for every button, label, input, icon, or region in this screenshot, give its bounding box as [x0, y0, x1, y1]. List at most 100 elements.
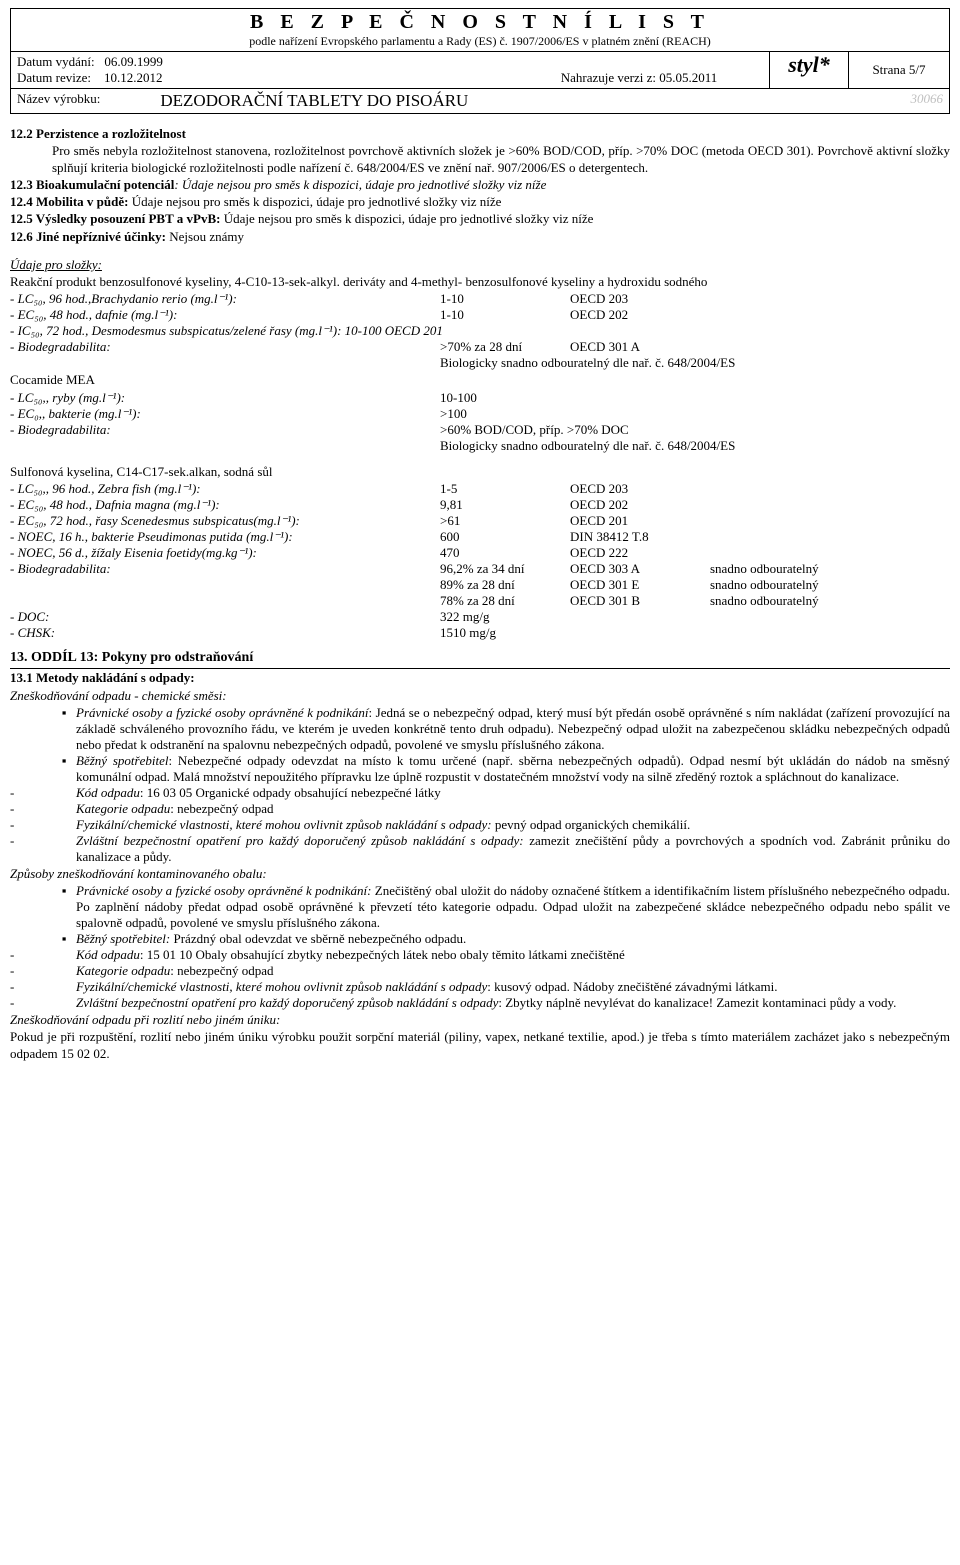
d2-lead: Kategorie odpadu	[76, 801, 170, 816]
spill-title: Zneškodňování odpadu při rozlití nebo ji…	[10, 1012, 950, 1028]
table-row: - IC₅₀, 72 hod., Desmodesmus subspicatus…	[10, 323, 950, 339]
sub1-r1-label: - EC₅₀, 48 hod., dafnie (mg.l⁻¹):	[10, 307, 440, 323]
document-header: B E Z P E Č N O S T N Í L I S T podle na…	[10, 8, 950, 114]
sub3-r1-v2: OECD 202	[570, 497, 710, 513]
s12-4-rest: Údaje nejsou pro směs k dispozici, údaje…	[128, 194, 501, 209]
s12-5-rest: Údaje nejsou pro směs k dispozici, údaje…	[220, 211, 593, 226]
pd1-rest: : 15 01 10 Obaly obsahující zbytky nebez…	[140, 947, 625, 962]
list-item: -Zvláštní bezpečnostní opatření pro každ…	[10, 995, 950, 1011]
sub3-r4-label: - NOEC, 56 d., žížaly Eisenia foetidy(mg…	[10, 545, 440, 561]
pb1-lead: Právnické osoby a fyzické osoby oprávněn…	[76, 883, 371, 898]
table-row: - DOC:322 mg/g	[10, 609, 950, 625]
product-label: Název výrobku:	[17, 91, 100, 111]
sub3-r1-v1: 9,81	[440, 497, 570, 513]
pd3-lead: Fyzikální/chemické vlastnosti, které moh…	[76, 979, 487, 994]
pd2-rest: : nebezpečný odpad	[170, 963, 273, 978]
spill-body: Pokud je při rozpuštění, rozlití nebo ji…	[10, 1029, 950, 1062]
sub2-biodeg-label: - Biodegradabilita:	[10, 422, 440, 438]
sub3-bd2-v3: snadno odbouratelný	[710, 593, 950, 609]
table-row: - LC₅₀, 96 hod.,Brachydanio rerio (mg.l⁻…	[10, 291, 950, 307]
list-item: ▪ Právnické osoby a fyzické osoby oprávn…	[10, 705, 950, 753]
sub3-doc-v: 322 mg/g	[440, 609, 489, 625]
doc-title: B E Z P E Č N O S T N Í L I S T	[15, 11, 945, 34]
d1-rest: : 16 03 05 Organické odpady obsahující n…	[140, 785, 441, 800]
b2-rest: : Nebezpečné odpady odevzdat na místo k …	[76, 753, 950, 784]
list-item: -Kategorie odpadu: nebezpečný odpad	[10, 801, 950, 817]
sub3-r2-v1: >61	[440, 513, 570, 529]
list-item: ▪ Běžný spotřebitel: Prázdný obal odevzd…	[10, 931, 950, 947]
sub2-r0-label: - LC₅₀,, ryby (mg.l⁻¹):	[10, 390, 440, 406]
bullet-icon: ▪	[52, 753, 76, 785]
table-row: - EC₅₀, 48 hod., dafnie (mg.l⁻¹):1-10OEC…	[10, 307, 950, 323]
table-row: 78% za 28 dníOECD 301 Bsnadno odbouratel…	[10, 593, 950, 609]
rev-date: 10.12.2012	[104, 70, 163, 85]
s12-6-rest: Nejsou známy	[166, 229, 244, 244]
header-meta-row: Datum vydání: 06.09.1999 Datum revize: 1…	[11, 52, 949, 89]
product-code: 30066	[911, 91, 944, 111]
d4-lead: Zvláštní bezpečnostní opatření pro každý…	[76, 833, 524, 848]
sub1-r0-v1: 1-10	[440, 291, 570, 307]
table-row: - Biodegradabilita:>70% za 28 dníOECD 30…	[10, 339, 950, 355]
product-name: DEZODORAČNÍ TABLETY DO PISOÁRU	[160, 91, 468, 111]
sub3-bd0-v1: 96,2% za 34 dní	[440, 561, 570, 577]
s13-title: 13. ODDÍL 13: Pokyny pro odstraňování	[10, 649, 950, 670]
pd3-rest: : kusový odpad. Nádoby znečištěné závadn…	[487, 979, 777, 994]
pb2-rest: Prázdný obal odevzdat ve sběrně nebezpeč…	[170, 931, 466, 946]
sub3-r3-label: - NOEC, 16 h., bakterie Pseudimonas puti…	[10, 529, 440, 545]
table-row: - NOEC, 16 h., bakterie Pseudimonas puti…	[10, 529, 950, 545]
s12-4-title: 12.4 Mobilita v půdě:	[10, 194, 128, 209]
header-title-row: B E Z P E Č N O S T N Í L I S T podle na…	[11, 9, 949, 52]
sub3-biodeg-label: - Biodegradabilita:	[10, 561, 440, 577]
bullet-icon: ▪	[52, 883, 76, 931]
sub3-r2-label: - EC₅₀, 72 hod., řasy Scenedesmus subspi…	[10, 513, 440, 529]
d3-lead: Fyzikální/chemické vlastnosti, které moh…	[76, 817, 492, 832]
sub1-biodeg-line2: Biologicky snadno odbouratelný dle nař. …	[440, 355, 735, 371]
sub2-r0-v1: 10-100	[440, 390, 477, 406]
b1-lead: Právnické osoby a fyzické osoby oprávněn…	[76, 705, 369, 720]
s12-3-title: 12.3 Bioakumulační potenciál	[10, 177, 174, 192]
doc-subtitle: podle nařízení Evropského parlamentu a R…	[15, 34, 945, 49]
sub3-r3-v1: 600	[440, 529, 570, 545]
d1-lead: Kód odpadu	[76, 785, 140, 800]
sub3-bd1-v3: snadno odbouratelný	[710, 577, 950, 593]
bullet-icon: ▪	[52, 931, 76, 947]
table-row: - EC₅₀, 48 hod., Dafnia magna (mg.l⁻¹):9…	[10, 497, 950, 513]
list-item: -Kód odpadu: 15 01 10 Obaly obsahující z…	[10, 947, 950, 963]
list-item: -Zvláštní bezpečnostní opatření pro každ…	[10, 833, 950, 865]
b2-lead: Běžný spotřebitel	[76, 753, 168, 768]
sub3-doc-label: - DOC:	[10, 609, 440, 625]
sub3-r4-v1: 470	[440, 545, 570, 561]
page-number: Strana 5/7	[849, 52, 949, 88]
list-item: -Kód odpadu: 16 03 05 Organické odpady o…	[10, 785, 950, 801]
s12-3-rest: : Údaje nejsou pro směs k dispozici, úda…	[174, 177, 546, 192]
table-row: - NOEC, 56 d., žížaly Eisenia foetidy(mg…	[10, 545, 950, 561]
sub3-r1-label: - EC₅₀, 48 hod., Dafnia magna (mg.l⁻¹):	[10, 497, 440, 513]
table-row: Biologicky snadno odbouratelný dle nař. …	[10, 438, 950, 454]
s12-2-body: Pro směs nebyla rozložitelnost stanovena…	[10, 143, 950, 176]
product-row: Název výrobku: DEZODORAČNÍ TABLETY DO PI…	[11, 89, 949, 113]
list-item: ▪ Právnické osoby a fyzické osoby oprávn…	[10, 883, 950, 931]
section-12: 12.2 Perzistence a rozložitelnost Pro sm…	[10, 126, 950, 641]
sub1-r1-v2: OECD 202	[570, 307, 710, 323]
table-row: - LC₅₀,, 96 hod., Zebra fish (mg.l⁻¹):1-…	[10, 481, 950, 497]
list-item: -Fyzikální/chemické vlastnosti, které mo…	[10, 817, 950, 833]
d3-rest: pevný odpad organických chemikálií.	[492, 817, 691, 832]
table-row: - Biodegradabilita:96,2% za 34 dníOECD 3…	[10, 561, 950, 577]
sub3-bd2-v1: 78% za 28 dní	[440, 593, 570, 609]
pd2-lead: Kategorie odpadu	[76, 963, 170, 978]
sub3-r0-v2: OECD 203	[570, 481, 710, 497]
list-item: ▪ Běžný spotřebitel: Nebezpečné odpady o…	[10, 753, 950, 785]
sub3-chsk-v: 1510 mg/g	[440, 625, 496, 641]
sub3-bd0-v3: snadno odbouratelný	[710, 561, 950, 577]
pd1-lead: Kód odpadu	[76, 947, 140, 962]
table-row: - CHSK:1510 mg/g	[10, 625, 950, 641]
sub3-r2-v2: OECD 201	[570, 513, 710, 529]
s12-5-title: 12.5 Výsledky posouzení PBT a vPvB:	[10, 211, 220, 226]
sub3-r0-label: - LC₅₀,, 96 hod., Zebra fish (mg.l⁻¹):	[10, 481, 440, 497]
sub3-r3-v2: DIN 38412 T.8	[570, 529, 710, 545]
sub3-bd0-v2: OECD 303 A	[570, 561, 710, 577]
sub3-chsk-label: - CHSK:	[10, 625, 440, 641]
brand-logo: styl*	[769, 52, 849, 88]
pack-title: Způsoby zneškodňování kontaminovaného ob…	[10, 866, 950, 882]
substance2-name: Cocamide MEA	[10, 372, 950, 388]
